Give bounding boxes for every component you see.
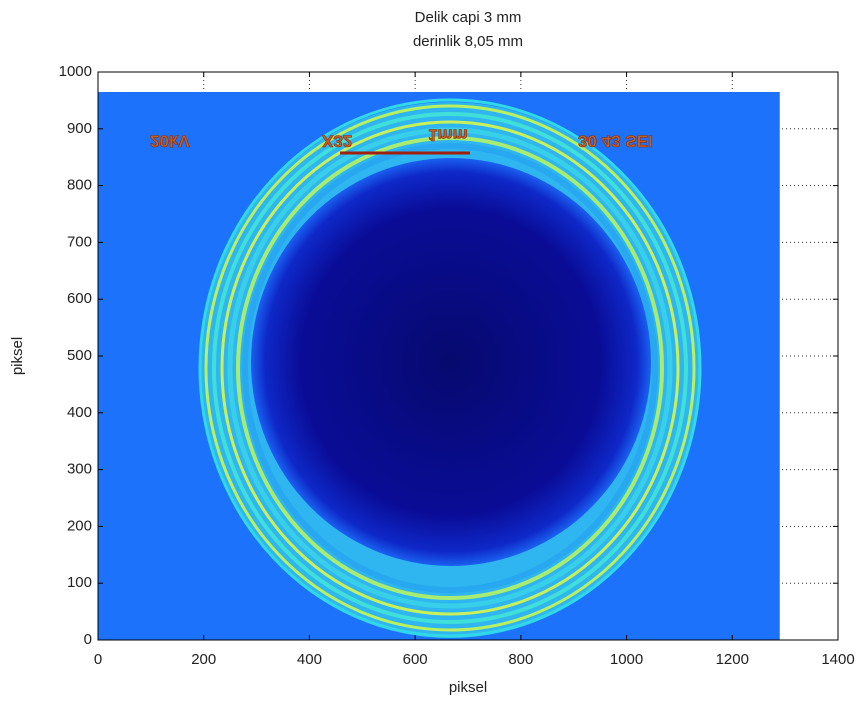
image-content: 20kV X32 1mm 30 43 SEI (98, 91, 780, 640)
chart-title: derinlik 8,05 mm (413, 33, 523, 50)
y-tick-label: 300 (67, 461, 92, 478)
x-axis-label: piksel (449, 679, 487, 696)
image-annotation: 1mm (428, 126, 468, 145)
x-tick-label: 1000 (610, 651, 643, 668)
ring-edge (242, 143, 658, 593)
y-tick-label: 400 (67, 404, 92, 421)
y-axis-label: piksel (9, 337, 26, 375)
y-tick-label: 200 (67, 517, 92, 534)
axes: 0 200 400 600 800 1000 1200 1400 0 100 200 300 400 50… (59, 63, 855, 668)
y-tick-label: 700 (67, 233, 92, 250)
x-tick-label: 200 (191, 651, 216, 668)
image-annotation: X32 (322, 132, 352, 151)
image-annotation: 30 43 SEI (578, 132, 653, 151)
y-tick-label: 600 (67, 290, 92, 307)
x-tick-label: 1400 (821, 651, 854, 668)
y-tick-label: 800 (67, 177, 92, 194)
ring-edge (212, 112, 688, 624)
chart-title: Delik capi 3 mm (415, 9, 522, 26)
ring-edge (227, 127, 673, 609)
x-tick-label: 400 (297, 651, 322, 668)
x-tick-label: 1200 (716, 651, 749, 668)
y-tick-label: 100 (67, 574, 92, 591)
x-tick-label: 800 (508, 651, 533, 668)
y-tick-label: 500 (67, 347, 92, 364)
plot-frame (97, 71, 839, 641)
y-tick-label: 900 (67, 120, 92, 137)
hole (251, 158, 651, 566)
x-tick-label: 0 (94, 651, 102, 668)
ring-edge (236, 136, 664, 600)
ring-edge (220, 120, 680, 616)
y-tick-label: 0 (84, 631, 92, 648)
y-tick-label: 1000 (59, 63, 92, 80)
image-annotation: 20kV (150, 132, 190, 151)
ring-edge (204, 104, 696, 632)
x-tick-label: 600 (403, 651, 428, 668)
ring-edge (198, 98, 702, 638)
image: 20kV X32 1mm 30 43 SEI (98, 91, 780, 640)
